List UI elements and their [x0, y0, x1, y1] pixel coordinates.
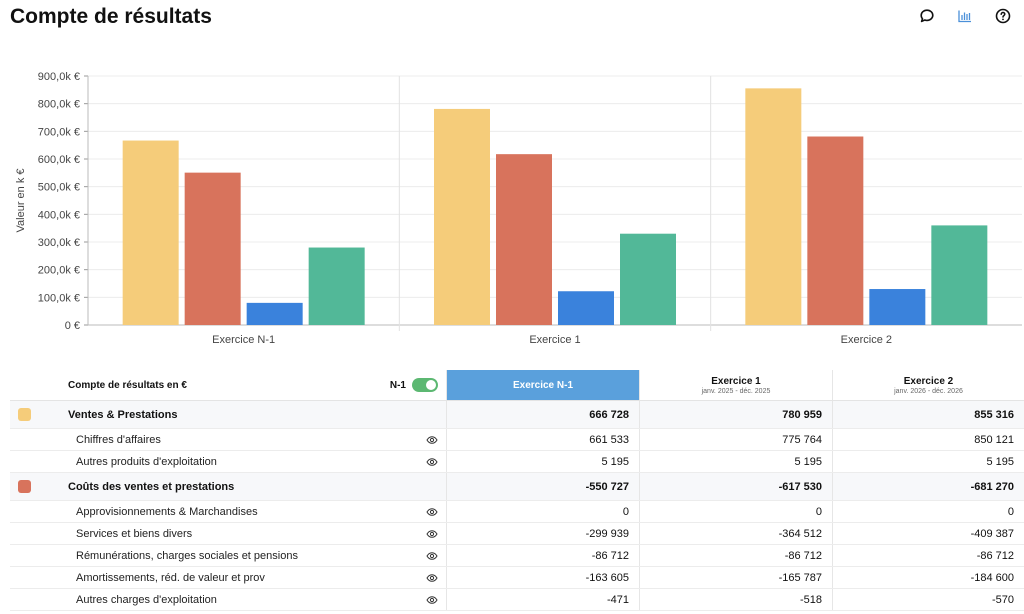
table-row[interactable]: Chiffres d'affaires 661 533 775 764 850 121	[10, 429, 1024, 451]
legend-swatch	[18, 480, 31, 493]
row-label: Approvisionnements & Marchandises	[76, 505, 258, 518]
bar	[931, 225, 988, 325]
y-axis-label: Valeur en k €	[15, 168, 27, 232]
value-cell: -86 712	[976, 549, 1014, 562]
bar	[246, 302, 303, 325]
chart-view-button[interactable]	[956, 7, 974, 25]
table-row[interactable]: Approvisionnements & Marchandises 0 0 0	[10, 501, 1024, 523]
y-tick-label: 300,0k €	[38, 237, 80, 249]
y-tick-label: 100,0k €	[38, 292, 80, 304]
y-tick-label: 400,0k €	[38, 209, 80, 221]
income-statement-table: Compte de résultats en € N-1 Exercice N-…	[10, 370, 1024, 611]
value-cell: -86 712	[640, 545, 833, 566]
table-row[interactable]: Autres charges d'exploitation -471 -518 -57…	[10, 589, 1024, 611]
value-cell: -518	[640, 589, 833, 610]
table-row[interactable]: Rémunérations, charges sociales et pensi…	[10, 545, 1024, 567]
value-cell: 5 195	[986, 455, 1014, 468]
y-tick-label: 900,0k €	[38, 71, 80, 83]
x-tick-label: Exercice N-1	[212, 334, 275, 346]
bar-chart-icon	[958, 10, 971, 23]
value-cell: -409 387	[970, 527, 1014, 540]
value-cell: 0	[1007, 505, 1014, 518]
y-tick-label: 700,0k €	[38, 126, 80, 138]
value-cell: 666 728	[447, 401, 640, 428]
bar	[807, 136, 864, 325]
comment-button[interactable]	[918, 7, 936, 25]
eye-icon[interactable]	[426, 506, 438, 518]
bar	[308, 247, 365, 325]
row-label: Services et biens divers	[76, 527, 193, 540]
table-group-row[interactable]: Ventes & Prestations 666 728 780 959 855 31…	[10, 401, 1024, 429]
legend-swatch	[18, 408, 31, 421]
group-label: Coûts des ventes et prestations	[68, 480, 235, 493]
bar-chart: 0 € 100,0k € 200,0k € 300,0k € 400,0k € 500,0…	[15, 71, 1022, 346]
table-body: Ventes & Prestations 666 728 780 959 855 31…	[10, 401, 1024, 611]
value-cell: -163 605	[447, 567, 640, 588]
bar	[122, 140, 179, 325]
row-label: Amortissements, réd. de valeur et prov	[76, 571, 265, 584]
eye-icon[interactable]	[426, 572, 438, 584]
eye-icon[interactable]	[426, 594, 438, 606]
table-row[interactable]: Amortissements, réd. de valeur et prov -1…	[10, 567, 1024, 589]
eye-icon[interactable]	[426, 550, 438, 562]
column-header[interactable]: Exercice 1 janv. 2025 - déc. 2025	[640, 370, 833, 400]
y-tick-label: 500,0k €	[38, 182, 80, 194]
column-header[interactable]: Exercice N-1	[447, 370, 640, 400]
eye-icon[interactable]	[426, 528, 438, 540]
help-button[interactable]	[994, 7, 1012, 25]
y-tick-label: 200,0k €	[38, 265, 80, 277]
value-cell: -86 712	[447, 545, 640, 566]
y-tick-label: 800,0k €	[38, 99, 80, 111]
value-cell: 855 316	[974, 408, 1014, 421]
row-label: Autres charges d'exploitation	[76, 593, 217, 606]
value-cell: -299 939	[447, 523, 640, 544]
value-cell: -184 600	[970, 571, 1014, 584]
value-cell: 661 533	[447, 429, 640, 450]
bar	[434, 108, 490, 325]
help-icon	[995, 8, 1011, 24]
group-label: Ventes & Prestations	[68, 408, 178, 421]
bar	[869, 289, 926, 325]
value-cell: -471	[447, 589, 640, 610]
value-cell: 0	[640, 501, 833, 522]
bar	[558, 291, 614, 325]
chart-area: 0 € 100,0k € 200,0k € 300,0k € 400,0k € 500,0…	[0, 62, 1024, 352]
comment-icon	[920, 9, 934, 23]
value-cell: -617 530	[640, 473, 833, 500]
value-cell: -681 270	[970, 480, 1014, 493]
table-row[interactable]: Autres produits d'exploitation 5 195 5 195…	[10, 451, 1024, 473]
value-cell: 850 121	[974, 433, 1014, 446]
eye-icon[interactable]	[426, 456, 438, 468]
value-cell: -165 787	[640, 567, 833, 588]
bar	[496, 154, 552, 325]
table-header: Compte de résultats en € N-1 Exercice N-…	[10, 370, 1024, 401]
bar	[620, 233, 676, 325]
y-tick-label: 600,0k €	[38, 154, 80, 166]
eye-icon[interactable]	[426, 434, 438, 446]
toolbar	[918, 7, 1012, 25]
bar	[745, 88, 802, 325]
value-cell: 0	[447, 501, 640, 522]
row-label: Autres produits d'exploitation	[76, 455, 217, 468]
value-cell: -550 727	[447, 473, 640, 500]
y-tick-label: 0 €	[65, 320, 80, 332]
n1-toggle[interactable]	[412, 378, 438, 392]
toggle-label: N-1	[389, 379, 406, 391]
value-cell: 775 764	[640, 429, 833, 450]
value-cell: 780 959	[640, 401, 833, 428]
value-cell: -364 512	[640, 523, 833, 544]
column-header[interactable]: Exercice 2 janv. 2026 - déc. 2026	[894, 375, 963, 395]
x-tick-label: Exercice 2	[841, 334, 892, 346]
value-cell: 5 195	[447, 451, 640, 472]
table-row[interactable]: Services et biens divers -299 939 -364 512…	[10, 523, 1024, 545]
x-tick-label: Exercice 1	[529, 334, 580, 346]
value-cell: 5 195	[640, 451, 833, 472]
bar	[184, 172, 241, 325]
page-title: Compte de résultats	[10, 5, 212, 28]
value-cell: -570	[991, 593, 1014, 606]
row-label: Rémunérations, charges sociales et pensi…	[76, 549, 298, 562]
row-label: Chiffres d'affaires	[76, 433, 161, 446]
table-group-row[interactable]: Coûts des ventes et prestations -550 727-…	[10, 473, 1024, 501]
table-title: Compte de résultats en €	[68, 379, 187, 391]
